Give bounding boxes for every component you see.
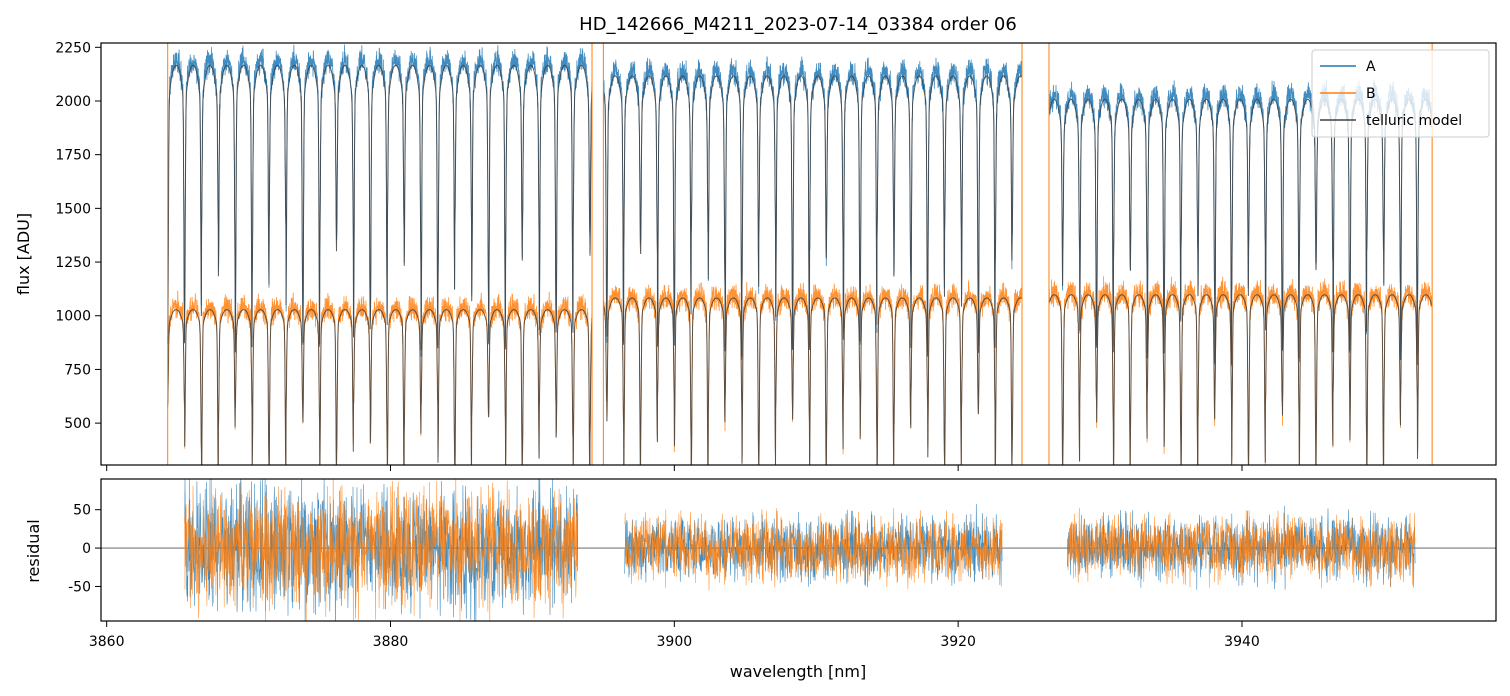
legend-box [1311,49,1490,138]
flux-plot-area [167,43,1433,465]
flux-x-axis [106,465,1243,471]
telluric-model-line-b [1048,294,1433,465]
flux-y-tick-label: 1750 [55,148,91,164]
telluric-model-line-a [1048,98,1433,366]
flux-y-axis: 500 750 1000 1250 1500 1750 2000 2250 [55,40,101,432]
residual-y-tick-label: 50 [73,503,91,519]
residual-y-tick-label: -50 [68,579,91,595]
flux-y-tick-label: 750 [64,362,91,378]
x-tick-label: 3940 [1224,634,1260,650]
flux-y-tick-label: 1500 [55,201,91,217]
residual-y-label: residual [24,519,43,582]
telluric-model-line-a [167,64,593,353]
series-b-residual-line [1067,507,1416,589]
x-tick-label: 3860 [89,634,125,650]
residual-axes-frame [100,478,1497,622]
residual-x-axis: 3860 3880 3900 3920 3940 [89,621,1260,650]
flux-y-tick-label: 1000 [55,309,91,325]
residual-y-tick-label: 0 [82,541,91,557]
legend-label-b: B [1366,86,1376,102]
x-tick-label: 3900 [657,634,693,650]
x-tick-label: 3920 [940,634,976,650]
legend: A B telluric model [1311,49,1490,138]
legend-label-a: A [1366,59,1376,75]
residual-panel: -50 0 50 3860 3880 3900 3920 3940 residual [24,478,1497,650]
legend-label-telluric-model: telluric model [1366,113,1462,129]
flux-y-tick-label: 500 [64,416,91,432]
flux-y-tick-label: 2250 [55,40,91,56]
series-b-flux-line [1048,276,1433,465]
x-axis-label: wavelength [nm] [730,662,867,681]
flux-y-tick-label: 2000 [55,94,91,110]
flux-y-tick-label: 1250 [55,255,91,271]
x-tick-label: 3880 [373,634,409,650]
telluric-model-line-b [602,297,1023,465]
flux-y-label: flux [ADU] [14,213,33,295]
telluric-model-line-a [602,75,1023,357]
flux-axes-frame [100,42,1497,466]
series-b-flux-line [167,290,593,465]
chart-title: HD_142666_M4211_2023-07-14_03384 order 0… [579,14,1017,35]
series-b-residual-line [624,508,1003,591]
residual-plot-area [101,479,1496,621]
flux-panel: 500 750 1000 1250 1500 1750 2000 2250 flux [ADU… [14,40,1497,471]
telluric-model-line-b [167,309,593,465]
residual-y-axis: -50 0 50 [68,503,101,595]
series-b-residual-line [184,479,579,621]
